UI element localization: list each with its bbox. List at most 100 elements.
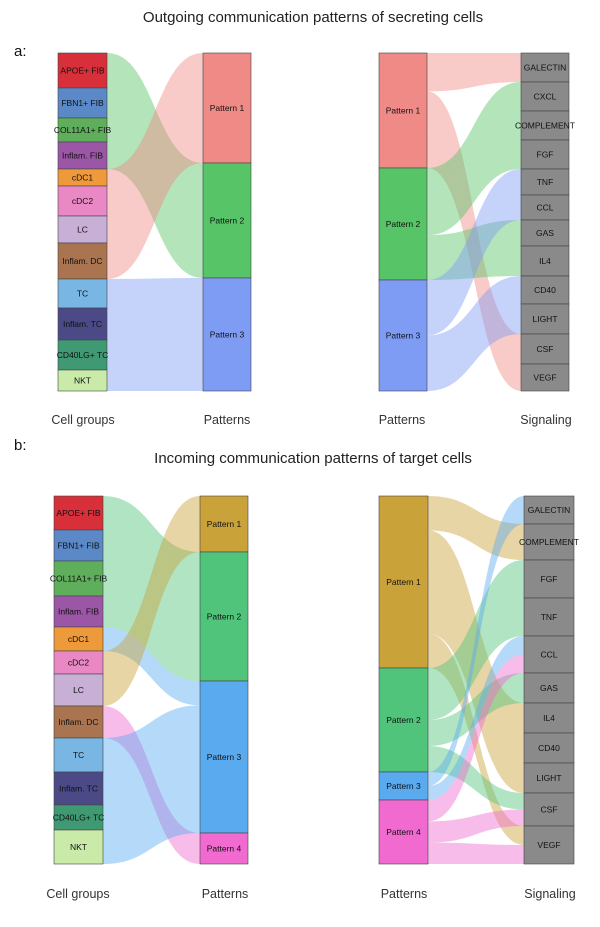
flow-a-pattern-2-to-cxcl [427, 82, 521, 191]
b-signal-tnf-label: TNF [541, 612, 558, 622]
flow-a-pattern-3-to-tnf [427, 169, 521, 308]
b-pattern-r-pattern-4-node [378, 799, 429, 865]
b-signal-ccl-label: CCL [540, 650, 557, 660]
b-signal-cd40-label: CD40 [538, 743, 560, 753]
a-signal-complement-node [520, 110, 570, 141]
a-cell-cdc1-label: cDC1 [72, 173, 94, 183]
b-cell-col11a1-fib-label: COL11A1+ FIB [50, 574, 108, 584]
flow-a-cdc1 [107, 53, 203, 186]
a-pattern-pattern-1-label: Pattern 1 [210, 103, 245, 113]
b-signal-complement-label: COMPLEMENT [519, 537, 579, 547]
a-pattern-r-pattern-1-node [378, 52, 428, 169]
flow-b-fbn1-fib [103, 530, 200, 617]
flow-a-pattern-1-to-galectin [427, 53, 521, 92]
flow-b-apoe-fib [103, 496, 200, 586]
a-signal-gas-label: GAS [536, 228, 554, 238]
b-signal-vegf-label: VEGF [537, 840, 560, 850]
a-cell-cd40lg-tc-node [57, 339, 108, 371]
b-signal-complement-node [523, 523, 575, 561]
a-signal-il4-node [520, 245, 570, 277]
b-cell-fbn1-fib-label: FBN1+ FIB [57, 541, 100, 551]
flow-a-cdc2 [107, 70, 203, 216]
flow-a-pattern-2-to-fgf [427, 140, 521, 236]
a-cell-inflam-fib-label: Inflam. FIB [62, 151, 103, 161]
a-pattern-r-pattern-3-label: Pattern 3 [386, 331, 421, 341]
b-cell-cd40lg-tc-label: CD40LG+ TC [53, 813, 105, 823]
axis-patterns-b-left: Patterns [202, 887, 249, 901]
b-pattern-pattern-4-node [199, 832, 249, 865]
b-signal-galectin-label: GALECTIN [528, 505, 571, 515]
axis-patterns-b-right: Patterns [381, 887, 428, 901]
flow-a-pattern-2-to-il4 [427, 246, 521, 280]
b-signal-gas-node [523, 672, 575, 704]
a-pattern-pattern-3-node [202, 277, 252, 392]
b-signal-csf-label: CSF [541, 805, 558, 815]
flow-a-inflam-fib [107, 142, 203, 278]
flow-a-pattern-2-to-gas [427, 220, 521, 258]
b-cell-cd40lg-tc-node [53, 804, 104, 831]
flow-a-inflam-tc [107, 307, 203, 340]
b-signal-gas-label: GAS [540, 683, 558, 693]
a-pattern-pattern-2-node [202, 162, 252, 279]
b-cell-inflam-fib-label: Inflam. FIB [58, 607, 99, 617]
a-signal-gas-node [520, 219, 570, 247]
flow-a-pattern-3-to-ccl [427, 195, 521, 336]
b-pattern-pattern-4-label: Pattern 4 [207, 844, 242, 854]
b-cell-nkt-label: NKT [70, 842, 87, 852]
flow-b-inflam-tc [103, 739, 200, 805]
a-pattern-pattern-3-label: Pattern 3 [210, 330, 245, 340]
flow-b-pattern-4-to-vegf [428, 842, 524, 864]
b-pattern-r-pattern-3-label: Pattern 3 [386, 781, 421, 791]
axis-signaling-b: Signaling [524, 887, 575, 901]
b-pattern-pattern-2-label: Pattern 2 [207, 612, 242, 622]
axis-signaling-a: Signaling [520, 413, 571, 427]
a-cell-col11a1-fib-label: COL11A1+ FIB [54, 125, 112, 135]
flow-b-cdc2 [103, 496, 200, 674]
a-signal-galectin-label: GALECTIN [524, 63, 567, 73]
b-pattern-r-pattern-2-node [378, 667, 429, 773]
a-cell-tc-label: TC [77, 289, 88, 299]
a-signal-tnf-label: TNF [537, 177, 554, 187]
a-pattern-r-pattern-2-node [378, 167, 428, 281]
b-cell-inflam-dc-label: Inflam. DC [58, 717, 98, 727]
b-pattern-r-pattern-1-node [378, 495, 429, 669]
flow-a-inflam-dc [107, 127, 203, 279]
flow-b-pattern-4-to-ccl [428, 654, 524, 822]
b-cell-apoe-fib-node [53, 495, 104, 531]
a-pattern-pattern-1-node [202, 52, 252, 164]
flow-a-pattern-2-to-complement [427, 111, 521, 213]
b-pattern-pattern-1-node [199, 495, 249, 553]
flow-a-fbn1-fib [107, 88, 203, 228]
a-cell-fbn1-fib-label: FBN1+ FIB [61, 98, 104, 108]
a-signal-light-node [520, 303, 570, 335]
flow-a-tc [107, 278, 203, 308]
b-pattern-r-pattern-2-label: Pattern 2 [386, 715, 421, 725]
flow-a-pattern-3-to-light [427, 304, 521, 391]
flow-b-pattern-1-to-cd40 [428, 564, 524, 763]
a-signal-il4-label: IL4 [539, 256, 551, 266]
a-cell-inflam-tc-label: Inflam. TC [63, 319, 102, 329]
b-signal-fgf-node [523, 559, 575, 599]
a-pattern-r-pattern-1-label: Pattern 1 [386, 106, 421, 116]
a-cell-lc-node [57, 215, 108, 244]
b-cell-cdc1-label: cDC1 [68, 634, 90, 644]
a-signal-tnf-node [520, 168, 570, 196]
flow-b-pattern-1-to-complement [428, 496, 524, 560]
b-cell-inflam-fib-node [53, 595, 104, 628]
flow-b-inflam-dc [103, 706, 200, 864]
b-pattern-r-pattern-1-label: Pattern 1 [386, 577, 421, 587]
b-cell-col11a1-fib-node [53, 560, 104, 597]
a-signal-csf-label: CSF [537, 344, 554, 354]
a-cell-cdc2-label: cDC2 [72, 196, 94, 206]
flow-a-lc [107, 100, 203, 243]
b-signal-fgf-label: FGF [541, 574, 558, 584]
a-signal-vegf-label: VEGF [533, 373, 556, 383]
a-cell-nkt-label: NKT [74, 376, 91, 386]
flow-b-pattern-3-to-ccl [428, 636, 524, 800]
b-signal-ccl-node [523, 635, 575, 674]
b-cell-inflam-tc-label: Inflam. TC [59, 784, 98, 794]
a-cell-apoe-fib-label: APOE+ FIB [60, 66, 104, 76]
a-cell-inflam-tc-node [57, 307, 108, 341]
outgoing-cells-to-patterns-diagram: APOE+ FIB FBN1+ FIB COL11A1+ FIB Inflam. FI… [54, 52, 252, 392]
